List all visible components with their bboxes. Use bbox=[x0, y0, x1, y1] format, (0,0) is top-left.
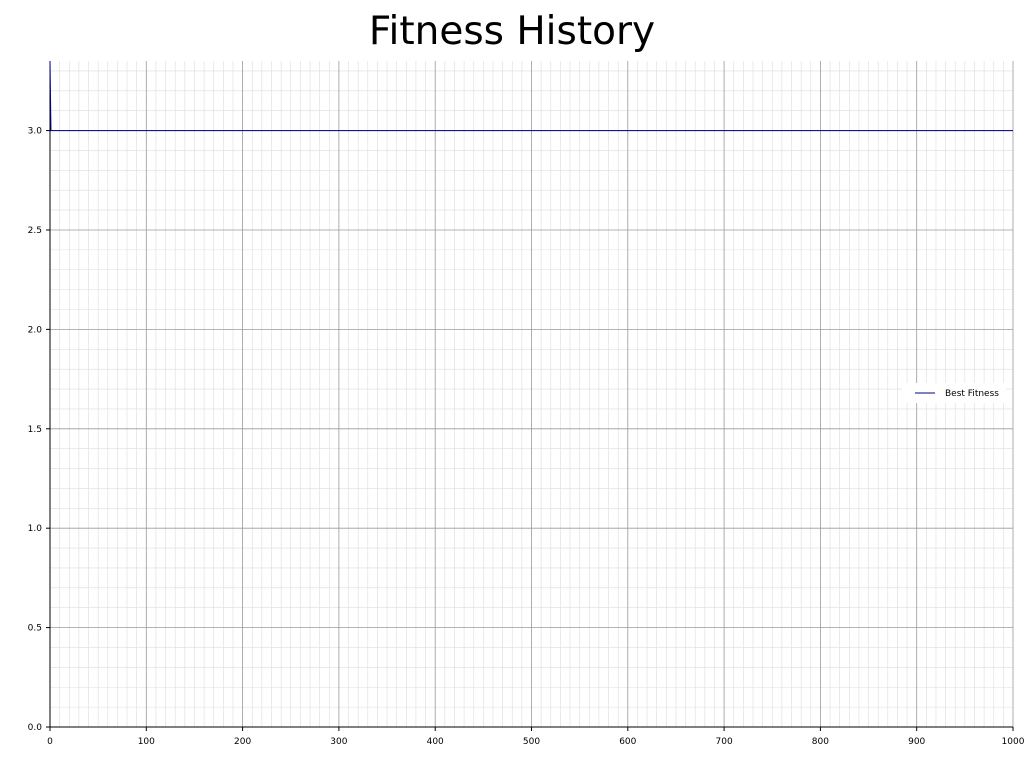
x-tick-label: 200 bbox=[234, 737, 251, 747]
y-tick-label: 3.0 bbox=[28, 127, 43, 137]
x-tick-labels: 0 100 200 300 400 500 600 700 800 900 1000 bbox=[47, 737, 1024, 747]
y-tick-label: 1.0 bbox=[28, 524, 43, 534]
series-group bbox=[49, 60, 1013, 132]
legend-background bbox=[902, 383, 1006, 403]
x-tick-label: 400 bbox=[427, 737, 444, 747]
legend-label-best-fitness: Best Fitness bbox=[945, 389, 999, 399]
y-tick-label: 1.5 bbox=[28, 425, 42, 435]
y-tick-label: 0.5 bbox=[28, 624, 42, 634]
series-line-best-fitness bbox=[49, 60, 1013, 132]
x-tick-label: 0 bbox=[47, 737, 53, 747]
y-tick-label: 2.5 bbox=[28, 226, 42, 236]
axes bbox=[46, 61, 1014, 731]
x-tick-label: 900 bbox=[908, 737, 925, 747]
y-tick-label: 2.0 bbox=[28, 325, 43, 335]
chart-title: Fitness History bbox=[368, 9, 656, 54]
x-tick-label: 300 bbox=[330, 737, 347, 747]
x-tick-label: 500 bbox=[523, 737, 540, 747]
x-tick-label: 100 bbox=[138, 737, 155, 747]
legend: Best Fitness bbox=[902, 383, 1006, 403]
x-tick-label: 600 bbox=[619, 737, 636, 747]
x-tick-label: 1000 bbox=[1002, 737, 1024, 747]
y-tick-label: 0.0 bbox=[28, 723, 43, 733]
y-tick-labels: 0.0 0.5 1.0 1.5 2.0 2.5 3.0 bbox=[28, 127, 43, 733]
x-tick-label: 800 bbox=[812, 737, 829, 747]
x-tick-label: 700 bbox=[716, 737, 733, 747]
